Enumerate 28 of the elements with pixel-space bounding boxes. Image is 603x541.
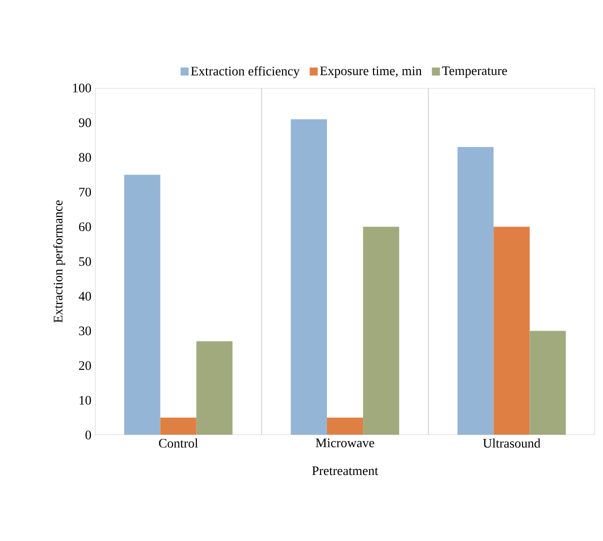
bar: [458, 146, 494, 435]
bar: [363, 226, 400, 435]
y-tick-label: 90: [78, 118, 91, 128]
bar: [530, 330, 566, 435]
bar: [290, 119, 327, 435]
legend-label: Exposure time, min: [320, 66, 422, 78]
y-tick-label: 50: [79, 257, 91, 266]
x-tick-label: Control: [159, 438, 198, 448]
y-tick-label: 30: [79, 326, 91, 336]
bar: [494, 226, 530, 435]
y-tick-label: 80: [78, 153, 91, 162]
bar: [196, 341, 232, 435]
y-tick-label: 40: [78, 292, 91, 301]
bar: [124, 174, 160, 435]
y-tick-label: 100: [73, 84, 91, 92]
y-tick-label: 0: [85, 430, 91, 440]
y-tick-label: 20: [79, 361, 91, 370]
y-tick-label: 70: [79, 188, 91, 196]
y-axis-title: Extraction performance: [53, 200, 66, 323]
legend-label: Extraction efficiency: [190, 66, 300, 78]
bar: [160, 418, 196, 435]
x-tick-label: Ultrasound: [483, 438, 540, 448]
y-tick-label: 60: [79, 222, 91, 232]
bar: [326, 418, 364, 435]
x-tick-label: Microwave: [316, 438, 374, 448]
y-tick-label: 10: [80, 396, 91, 405]
x-axis-title: Pretreatment: [312, 466, 378, 476]
legend-label: Temperature: [442, 66, 507, 78]
